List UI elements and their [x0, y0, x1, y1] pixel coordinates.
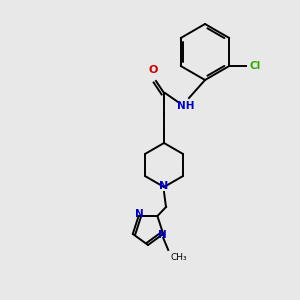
Text: O: O: [148, 65, 158, 75]
Text: N: N: [158, 230, 167, 240]
Text: CH₃: CH₃: [170, 253, 187, 262]
Text: Cl: Cl: [249, 61, 260, 71]
Text: N: N: [135, 209, 144, 219]
Text: N: N: [159, 181, 169, 191]
Text: NH: NH: [177, 101, 195, 111]
